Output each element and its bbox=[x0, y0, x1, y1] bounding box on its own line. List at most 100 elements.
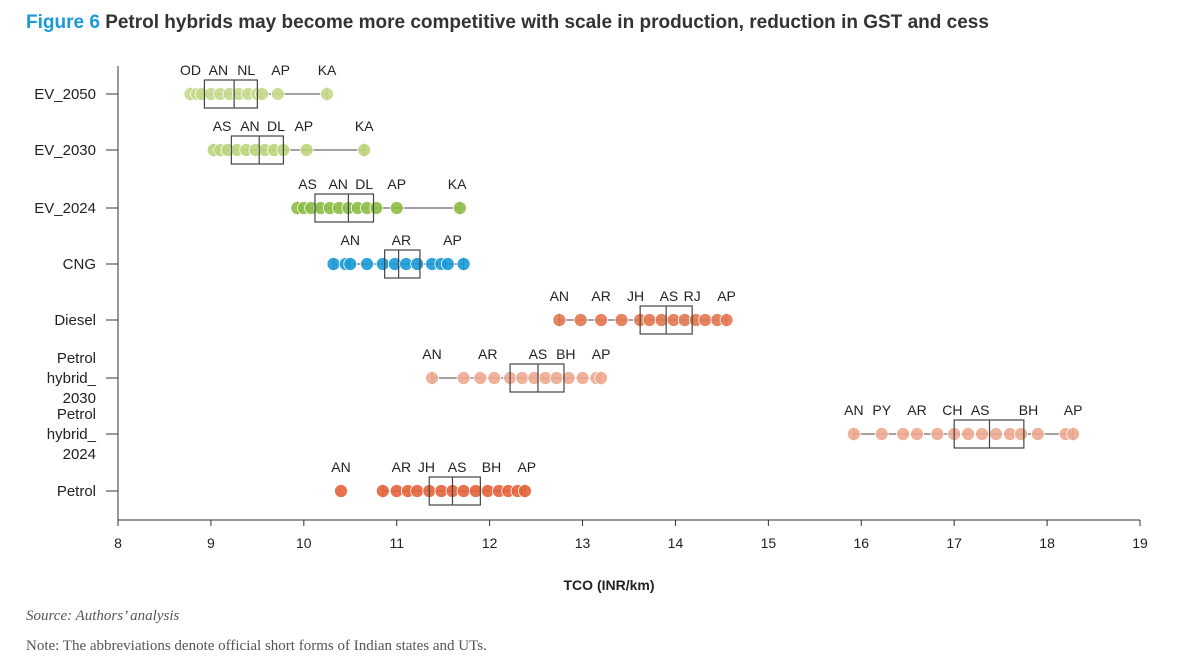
state-annotation: KA bbox=[355, 118, 374, 134]
data-point bbox=[255, 87, 269, 101]
data-point bbox=[614, 313, 629, 327]
state-annotation: PY bbox=[872, 402, 891, 418]
state-annotation: AN bbox=[422, 346, 441, 362]
category-label: CNG bbox=[63, 256, 96, 273]
state-annotation: AN bbox=[331, 459, 350, 475]
box-iqr bbox=[230, 135, 284, 165]
data-point bbox=[549, 371, 564, 385]
state-annotation: KA bbox=[448, 176, 467, 192]
state-annotation: AS bbox=[298, 176, 317, 192]
state-annotation: AS bbox=[213, 118, 232, 134]
data-point bbox=[575, 371, 590, 385]
x-axis-title: TCO (INR/km) bbox=[564, 577, 655, 593]
data-point bbox=[375, 484, 390, 498]
data-point bbox=[453, 201, 467, 215]
state-annotation: AR bbox=[392, 232, 411, 248]
box-strip-chart: 8 9 10 11 12 13 14 15 16 17 18 19 TCO (INR/km) EV_205… bbox=[34, 62, 1148, 593]
category-label: EV_2024 bbox=[34, 200, 96, 217]
state-annotation: AN bbox=[240, 118, 259, 134]
state-annotation: AP bbox=[387, 176, 406, 192]
state-annotation: AP bbox=[443, 232, 462, 248]
data-point bbox=[1014, 427, 1028, 441]
data-point bbox=[357, 143, 372, 157]
data-point bbox=[552, 313, 567, 327]
box-iqr bbox=[203, 79, 258, 109]
category-label: 2030 bbox=[63, 390, 96, 407]
data-point bbox=[270, 87, 285, 101]
x-tick-label: 14 bbox=[668, 535, 684, 551]
data-point bbox=[961, 427, 976, 441]
state-annotation: DL bbox=[355, 176, 373, 192]
data-point bbox=[930, 427, 945, 441]
data-point bbox=[334, 484, 348, 498]
data-point bbox=[456, 257, 471, 271]
state-annotation: AS bbox=[971, 402, 990, 418]
category-label: EV_2030 bbox=[34, 142, 96, 159]
category-label: Petrol bbox=[57, 483, 96, 500]
data-point bbox=[456, 371, 471, 385]
state-annotation: KA bbox=[318, 62, 337, 78]
data-point bbox=[698, 313, 713, 327]
data-point bbox=[369, 201, 384, 215]
state-annotation: AP bbox=[271, 62, 290, 78]
state-annotation: AP bbox=[592, 346, 611, 362]
data-point bbox=[473, 371, 488, 385]
data-point bbox=[343, 257, 358, 271]
state-annotation: AS bbox=[660, 288, 679, 304]
state-annotation: AS bbox=[529, 346, 548, 362]
state-annotation: BH bbox=[556, 346, 575, 362]
state-annotation: AN bbox=[844, 402, 863, 418]
box-iqr bbox=[428, 476, 481, 506]
data-point bbox=[989, 427, 1003, 441]
data-point bbox=[594, 371, 609, 385]
figure-title-text: Petrol hybrids may become more competiti… bbox=[105, 12, 989, 33]
data-point bbox=[440, 257, 455, 271]
category-label: Diesel bbox=[54, 312, 96, 329]
data-point bbox=[456, 484, 471, 498]
state-annotation: AP bbox=[294, 118, 313, 134]
data-point bbox=[515, 371, 530, 385]
data-point bbox=[896, 427, 910, 441]
category-label: Petrol bbox=[57, 406, 96, 423]
state-annotation: AR bbox=[478, 346, 497, 362]
figure-label: Figure 6 bbox=[26, 12, 100, 33]
chart-title: Figure 6 Petrol hybrids may become more … bbox=[26, 12, 989, 34]
x-tick-label: 10 bbox=[296, 535, 312, 551]
data-point bbox=[719, 313, 734, 327]
category-label: hybrid_ bbox=[47, 426, 97, 443]
data-point bbox=[874, 427, 889, 441]
state-annotation: AN bbox=[328, 176, 347, 192]
state-annotation: NL bbox=[237, 62, 255, 78]
state-annotation: AR bbox=[591, 288, 610, 304]
data-point bbox=[594, 313, 609, 327]
data-point bbox=[410, 257, 425, 271]
state-annotation: AR bbox=[907, 402, 926, 418]
x-tick-label: 17 bbox=[946, 535, 962, 551]
state-annotation: AS bbox=[448, 459, 467, 475]
category-label: EV_2050 bbox=[34, 86, 96, 103]
data-point bbox=[1066, 427, 1081, 441]
state-annotation: AR bbox=[392, 459, 411, 475]
state-annotation: CH bbox=[942, 402, 962, 418]
data-point bbox=[320, 87, 334, 101]
state-annotation: BH bbox=[1019, 402, 1038, 418]
state-annotation: JH bbox=[418, 459, 435, 475]
data-point bbox=[975, 427, 989, 441]
state-annotation: OD bbox=[180, 62, 201, 78]
state-annotation: AP bbox=[1064, 402, 1083, 418]
state-annotation: AN bbox=[209, 62, 228, 78]
x-tick-label: 11 bbox=[389, 535, 404, 551]
data-point bbox=[487, 371, 502, 385]
x-tick-label: 19 bbox=[1132, 535, 1148, 551]
x-tick-label: 9 bbox=[207, 535, 215, 551]
data-point bbox=[573, 313, 588, 327]
data-point bbox=[425, 371, 439, 385]
box-iqr bbox=[384, 249, 421, 279]
state-annotation: AN bbox=[550, 288, 569, 304]
x-tick-label: 13 bbox=[575, 535, 591, 551]
data-point bbox=[375, 257, 390, 271]
data-point bbox=[410, 484, 425, 498]
data-point bbox=[518, 484, 532, 498]
state-annotation: DL bbox=[267, 118, 285, 134]
state-annotation: BH bbox=[482, 459, 501, 475]
